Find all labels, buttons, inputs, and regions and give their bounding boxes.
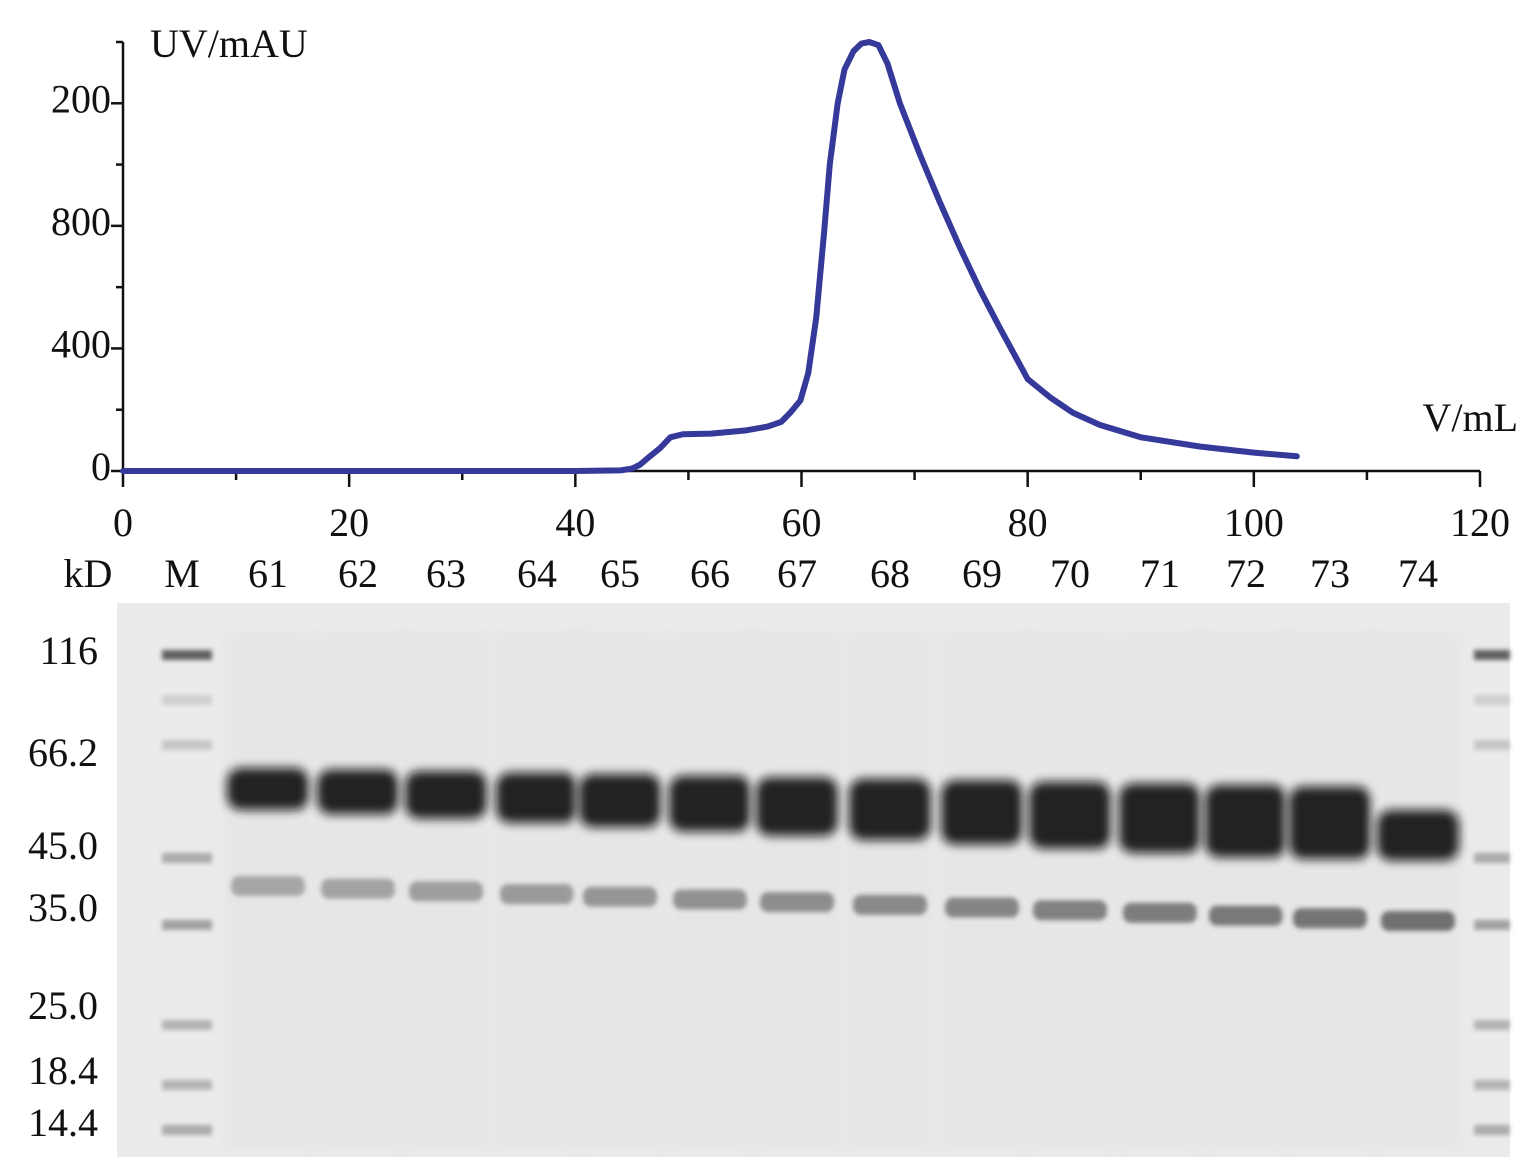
marker-band [1474, 853, 1510, 863]
band-main [1029, 781, 1111, 849]
lane-label: 68 [870, 551, 910, 596]
y-axis-label: UV/mAU [150, 21, 308, 66]
lane-label: 61 [248, 551, 288, 596]
band-lower [231, 876, 305, 896]
marker-band [162, 1125, 212, 1135]
band-main [227, 768, 309, 810]
gel-lane [845, 630, 935, 1150]
y-tick-label: 200 [51, 76, 111, 121]
band-main [405, 771, 487, 819]
band-lower [760, 892, 834, 913]
band-lower [853, 894, 927, 915]
x-tick-label: 60 [782, 500, 822, 545]
gel-lane [1025, 630, 1115, 1150]
band-main [941, 780, 1023, 845]
lane-label: 70 [1050, 551, 1090, 596]
lane-label: 73 [1310, 551, 1350, 596]
marker-band [162, 1020, 212, 1030]
marker-label: 14.4 [28, 1100, 98, 1145]
marker-label: 25.0 [28, 983, 98, 1028]
x-tick-label: 100 [1224, 500, 1284, 545]
band-main [756, 777, 838, 836]
marker-band [1474, 1080, 1510, 1090]
marker-band [162, 650, 212, 660]
marker-label: 18.4 [28, 1048, 98, 1093]
lane-label: 64 [517, 551, 557, 596]
y-tick-label: 400 [51, 322, 111, 367]
band-lower [673, 889, 747, 910]
gel-lane [1285, 630, 1375, 1150]
lane-label: 71 [1140, 551, 1180, 596]
marker-band [1474, 650, 1510, 660]
band-main [1205, 784, 1287, 858]
marker-band [162, 853, 212, 863]
lane-label: 67 [777, 551, 817, 596]
marker-band [1474, 1020, 1510, 1030]
band-main [1119, 783, 1201, 854]
marker-band [1474, 695, 1510, 705]
gel-lane [752, 630, 842, 1150]
band-main [669, 775, 751, 832]
x-tick-label: 40 [555, 500, 595, 545]
band-lower [945, 897, 1019, 918]
x-tick-label: 80 [1008, 500, 1048, 545]
band-lower [1209, 905, 1283, 926]
gel-lane [1373, 630, 1463, 1150]
lane-label: M [164, 551, 200, 596]
y-tick-label: 0 [91, 444, 111, 489]
marker-band [162, 740, 212, 750]
lane-label: 69 [962, 551, 1002, 596]
band-lower [1381, 911, 1455, 931]
x-tick-label: 0 [113, 500, 133, 545]
marker-band [162, 920, 212, 930]
series-line [120, 39, 1300, 474]
marker-label: 45.0 [28, 823, 98, 868]
marker-band [1474, 920, 1510, 930]
x-axis-label: V/mL [1422, 395, 1518, 440]
gel-lane [937, 630, 1027, 1150]
band-main [1289, 786, 1371, 860]
band-lower [500, 884, 574, 905]
marker-label: 66.2 [28, 730, 98, 775]
marker-label: 35.0 [28, 885, 98, 930]
band-main [1377, 810, 1459, 861]
band-main [849, 778, 931, 841]
band-lower [583, 886, 657, 907]
marker-label: 116 [39, 628, 98, 673]
lane-label: 63 [426, 551, 466, 596]
y-tick-label: 800 [51, 199, 111, 244]
lane-label: 72 [1226, 551, 1266, 596]
lane-label: 62 [338, 551, 378, 596]
marker-band [1474, 740, 1510, 750]
marker-band [1474, 1125, 1510, 1135]
x-tick-label: 120 [1450, 500, 1510, 545]
marker-band [162, 1080, 212, 1090]
x-tick-label: 20 [329, 500, 369, 545]
band-main [317, 769, 399, 815]
band-lower [409, 881, 483, 902]
gel-lane [1115, 630, 1205, 1150]
lane-label: 65 [600, 551, 640, 596]
gel-unit-label: kD [64, 551, 113, 596]
lane-label: 74 [1398, 551, 1438, 596]
band-lower [1123, 902, 1197, 923]
band-main [496, 772, 578, 823]
gel-lane [1201, 630, 1291, 1150]
marker-band [162, 695, 212, 705]
band-main [579, 774, 661, 828]
lane-label: 66 [690, 551, 730, 596]
band-lower [1033, 900, 1107, 921]
band-lower [321, 878, 395, 899]
band-lower [1293, 908, 1367, 929]
